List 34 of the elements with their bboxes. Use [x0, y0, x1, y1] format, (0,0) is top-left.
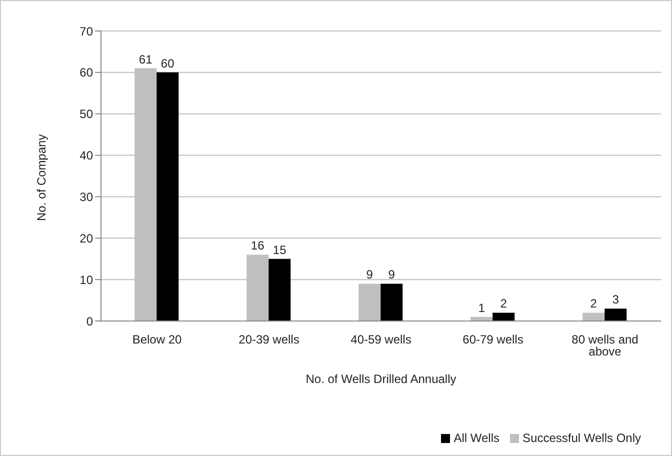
legend-label: All Wells — [454, 431, 500, 445]
y-tick-label: 10 — [80, 272, 94, 287]
y-tick-label: 30 — [80, 190, 94, 204]
data-label: 2 — [500, 296, 508, 311]
x-tick-label: 20-39 wells — [238, 332, 300, 347]
x-tick-label: 80 wells and above — [572, 332, 638, 359]
data-label: 1 — [478, 300, 486, 315]
bar — [380, 284, 403, 321]
bar — [492, 312, 515, 321]
bar — [358, 284, 381, 321]
data-label: 60 — [160, 56, 175, 70]
y-tick-label: 40 — [80, 148, 94, 163]
legend-label: Successful Wells Only — [522, 431, 641, 445]
data-label: 16 — [250, 238, 265, 253]
data-label: 15 — [272, 242, 287, 257]
data-label: 3 — [612, 292, 620, 307]
y-tick-label: 20 — [80, 231, 94, 246]
bar — [268, 258, 291, 321]
x-tick-label: 60-79 wells — [462, 332, 524, 347]
x-tick-label: 40-59 wells — [350, 332, 412, 347]
x-axis-title: No. of Wells Drilled Annually — [306, 372, 456, 386]
y-axis-title: No. of Company — [34, 134, 48, 221]
y-tick-label: 70 — [80, 24, 94, 38]
bar — [604, 308, 627, 321]
bar — [156, 72, 179, 321]
bar — [582, 312, 605, 321]
y-tick-label: 60 — [80, 66, 94, 80]
x-tick-label: Below 20 — [132, 332, 182, 347]
y-tick-label: 0 — [86, 314, 94, 328]
data-label: 9 — [388, 268, 396, 282]
data-label: 61 — [138, 52, 153, 66]
y-tick-label: 50 — [80, 107, 94, 122]
data-label: 9 — [366, 268, 374, 282]
data-label: 2 — [590, 296, 598, 311]
